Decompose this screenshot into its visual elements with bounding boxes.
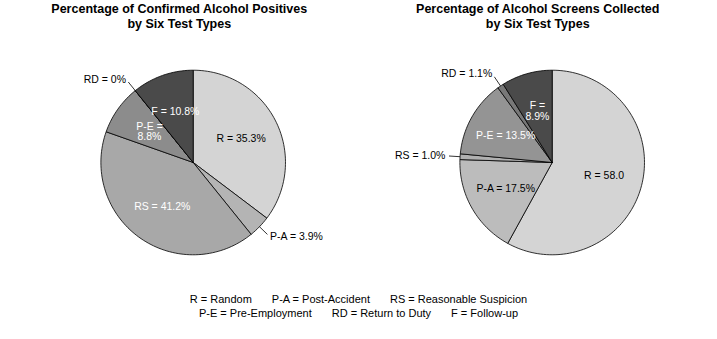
html-text:P-E = Pre-Employment: P-E = Pre-Employment [199,307,312,319]
svg-text:RS = 1.0%: RS = 1.0% [395,150,445,161]
html-text:R = Random: R = Random [189,293,252,305]
svg-text:P-E = 13.5%: P-E = 13.5% [476,130,535,141]
html-text:RD = Return to Duty: RD = Return to Duty [331,307,432,319]
svg-text:RS = 41.2%: RS = 41.2% [135,201,191,212]
html-text:Percentage of Confirmed Alcoho: Percentage of Confirmed Alcohol Positive… [51,2,308,31]
svg-text:F = 10.8%: F = 10.8% [152,106,200,117]
svg-text:P-A = 17.5%: P-A = 17.5% [476,183,535,194]
svg-text:R = 35.3%: R = 35.3% [217,133,266,144]
svg-text:P-A = 3.9%: P-A = 3.9% [270,231,323,242]
svg-text:P-E =8.8%: P-E =8.8% [137,121,164,142]
html-text:Percentage of Alcohol Screens: Percentage of Alcohol Screens Collected … [416,2,660,31]
html-text:RS = Reasonable Suspicion: RS = Reasonable Suspicion [390,293,528,305]
svg-text:R = 58.0: R = 58.0 [584,170,624,181]
svg-text:RD = 1.1%: RD = 1.1% [441,68,492,79]
svg-text:RD = 0%: RD = 0% [84,74,126,85]
svg-text:F =8.9%: F =8.9% [525,100,549,121]
html-text:P-A = Post-Accident: P-A = Post-Accident [271,293,370,305]
html-text:F = Follow-up: F = Follow-up [451,307,518,319]
